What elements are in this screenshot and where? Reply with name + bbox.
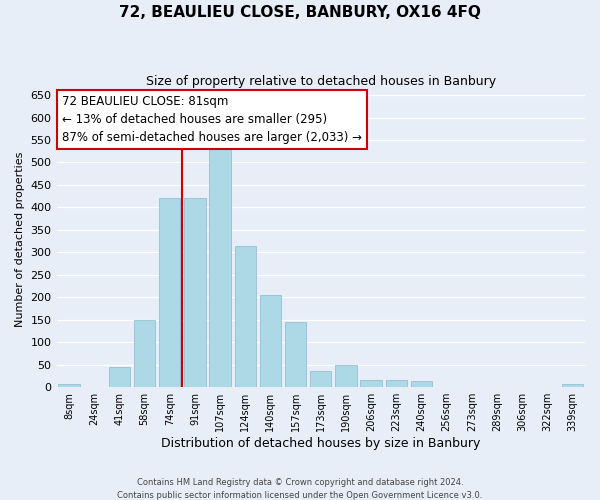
Text: 72 BEAULIEU CLOSE: 81sqm
← 13% of detached houses are smaller (295)
87% of semi-: 72 BEAULIEU CLOSE: 81sqm ← 13% of detach… <box>62 95 362 144</box>
Bar <box>235 246 256 387</box>
Bar <box>562 384 583 387</box>
Bar <box>260 295 281 387</box>
Bar <box>361 380 382 387</box>
Y-axis label: Number of detached properties: Number of detached properties <box>15 151 25 326</box>
Text: Contains HM Land Registry data © Crown copyright and database right 2024.
Contai: Contains HM Land Registry data © Crown c… <box>118 478 482 500</box>
Bar <box>411 382 432 387</box>
Bar <box>386 380 407 387</box>
Bar <box>335 364 356 387</box>
X-axis label: Distribution of detached houses by size in Banbury: Distribution of detached houses by size … <box>161 437 481 450</box>
Bar <box>209 146 231 387</box>
Bar <box>285 322 307 387</box>
Bar <box>310 372 331 387</box>
Bar <box>159 198 181 387</box>
Bar <box>134 320 155 387</box>
Bar <box>184 198 206 387</box>
Bar <box>109 367 130 387</box>
Title: Size of property relative to detached houses in Banbury: Size of property relative to detached ho… <box>146 75 496 88</box>
Bar <box>58 384 80 387</box>
Text: 72, BEAULIEU CLOSE, BANBURY, OX16 4FQ: 72, BEAULIEU CLOSE, BANBURY, OX16 4FQ <box>119 5 481 20</box>
